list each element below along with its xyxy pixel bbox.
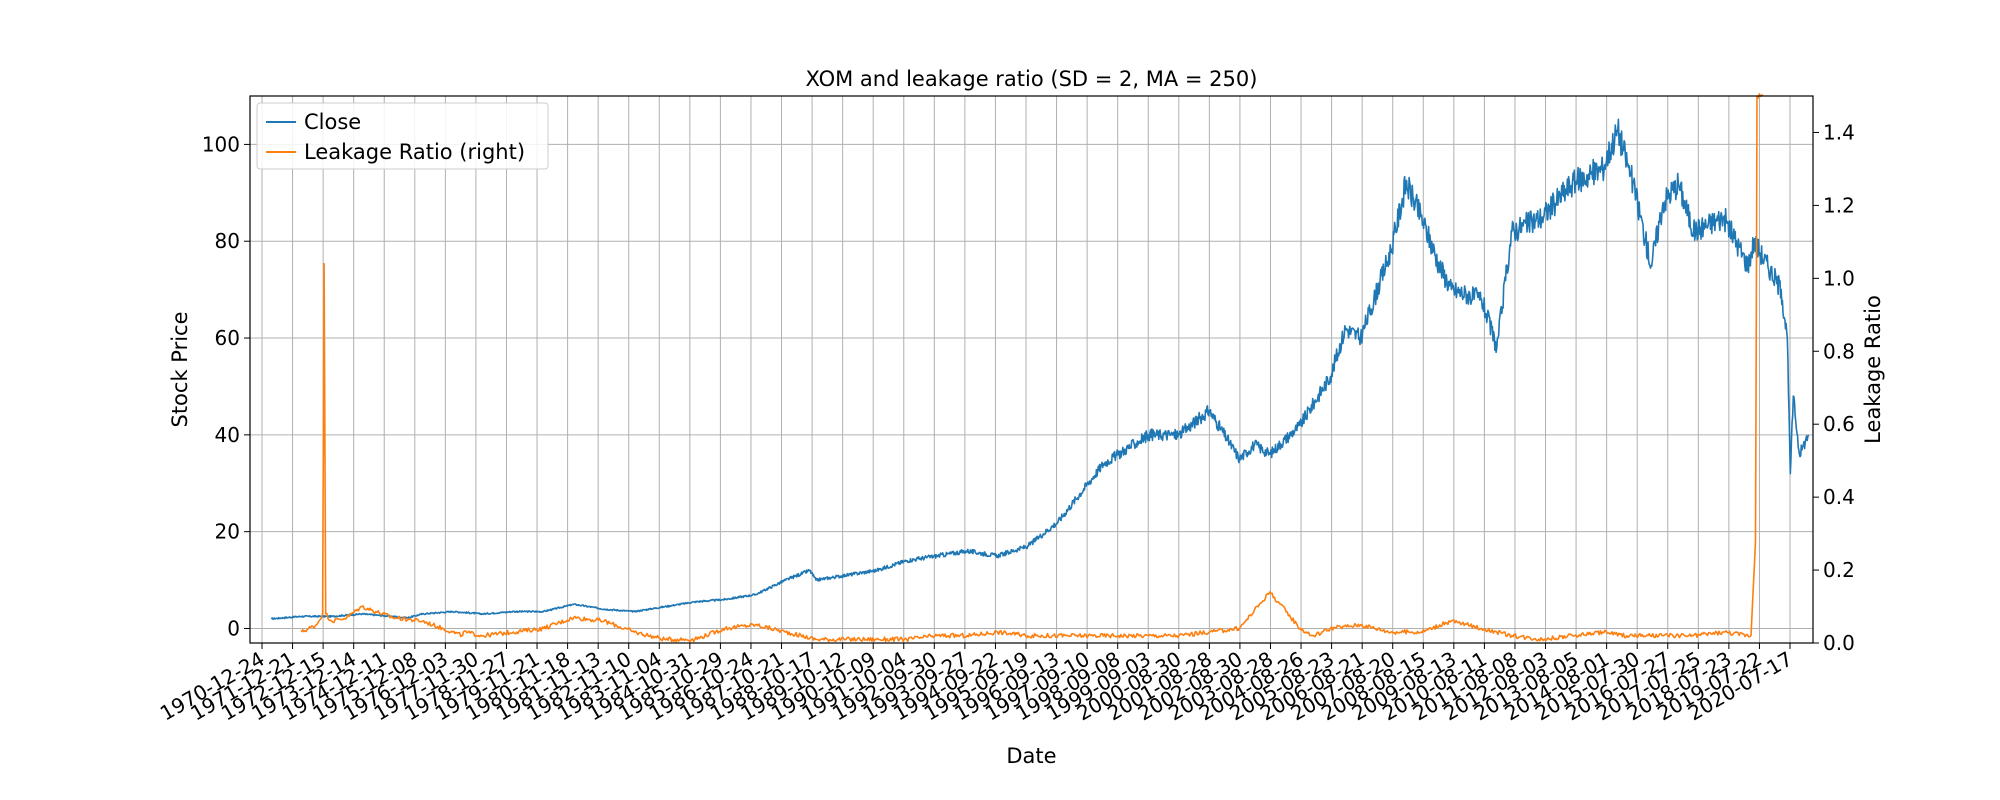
y-tick-label: 60 [215, 326, 240, 350]
y-right-tick-label: 1.4 [1823, 120, 1855, 144]
chart-title: XOM and leakage ratio (SD = 2, MA = 250) [806, 67, 1258, 91]
y-axis-label-right: Leakage Ratio [1861, 295, 1885, 444]
y-right-tick-label: 0.4 [1823, 485, 1855, 509]
legend: Close Leakage Ratio (right) [256, 102, 549, 170]
y-tick-label: 20 [215, 520, 240, 544]
axes-ticks: 1970-12-241971-12-211972-12-151973-12-14… [156, 120, 1855, 725]
series-layer [270, 93, 1810, 643]
y-right-tick-label: 1.0 [1823, 266, 1855, 290]
grid [250, 96, 1813, 643]
y-right-tick-label: 0.2 [1823, 558, 1855, 582]
legend-label-leakage-ratio: Leakage Ratio (right) [304, 140, 525, 164]
y-tick-label: 0 [227, 616, 240, 640]
series-line-leakage-ratio [300, 93, 1764, 643]
y-tick-label: 100 [202, 132, 240, 156]
y-right-tick-label: 0.8 [1823, 339, 1855, 363]
y-axis-label: Stock Price [168, 311, 192, 427]
legend-box [256, 102, 549, 170]
y-right-tick-label: 0.6 [1823, 412, 1855, 436]
plot-frame [249, 95, 1814, 644]
series-line-close [270, 118, 1810, 621]
legend-label-close: Close [304, 110, 361, 134]
x-axis-label: Date [1006, 744, 1056, 768]
y-tick-label: 80 [215, 229, 240, 253]
y-right-tick-label: 0.0 [1823, 631, 1855, 655]
y-tick-label: 40 [215, 423, 240, 447]
y-right-tick-label: 1.2 [1823, 193, 1855, 217]
